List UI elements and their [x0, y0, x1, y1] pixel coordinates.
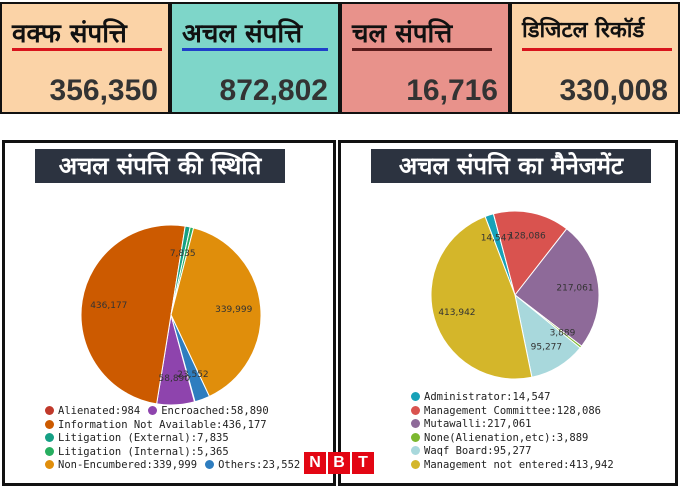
card-underline [522, 48, 672, 51]
legend-swatch [411, 392, 420, 401]
card-title: डिजिटल रिकॉर्ड [522, 18, 645, 43]
card-title: चल संपत्ति [352, 19, 453, 49]
legend-label: Others:23,552 [218, 459, 301, 471]
legend-row: Waqf Board:95,277 [411, 445, 614, 459]
legend-swatch [411, 405, 420, 415]
legend-label: None(Alienation,etc):3,889 [424, 431, 589, 444]
property-management-panel: अचल संपत्ति का मैनेजमेंट 14,547 128,086 21… [338, 140, 678, 486]
card-underline [12, 48, 162, 51]
legend-row: Litigation (Internal):5,365 [45, 446, 300, 460]
legend-label: Waqf Board:95,277 [424, 445, 532, 457]
legend-label: Management not entered:413,942 [424, 458, 614, 471]
pie-data-label: 436,177 [90, 301, 127, 311]
waqf-property-card: वक्फ संपत्ति 356,350 [0, 2, 170, 114]
legend-swatch [45, 446, 54, 456]
legend-swatch [205, 460, 215, 469]
legend-row: Information Not Available:436,177 [45, 419, 300, 433]
legend-row: None(Alienation,etc):3,889 [411, 432, 614, 446]
legend-swatch [411, 446, 420, 455]
pie-data-label: 217,061 [556, 283, 593, 293]
legend-label: Management Committee:128,086 [424, 404, 602, 417]
legend-row: Alienated:984 Encroached:58,890 [45, 405, 300, 419]
pie-slice-non-encumbered [170, 227, 262, 398]
legend-label: Mutawalli:217,061 [424, 418, 532, 430]
pie-data-label: 339,999 [215, 305, 252, 315]
legend-label: Encroached:58,890 [161, 405, 269, 417]
legend-row: Litigation (External):7,835 [45, 432, 300, 446]
logo-letter: T [352, 452, 374, 474]
card-underline [182, 48, 328, 51]
pie-slice-management-not-entered [430, 215, 533, 380]
card-underline [352, 48, 492, 51]
property-status-legend: Alienated:984 Encroached:58,890 Informatio… [45, 405, 300, 473]
pie-data-label: 7,835 [170, 249, 196, 259]
legend-swatch [411, 432, 420, 442]
legend-swatch [45, 460, 54, 469]
legend-label: Litigation (External):7,835 [58, 432, 229, 444]
nbt-logo: N B T [304, 452, 374, 474]
pie-data-label: 3,889 [550, 328, 576, 338]
property-management-legend: Administrator:14,547 Management Committee… [411, 391, 614, 472]
legend-swatch [411, 459, 420, 469]
legend-swatch [45, 419, 54, 429]
property-status-pie-chart: 58,890 436,177 7,835 339,999 23,552 [80, 224, 262, 406]
pie-slice-management-committee [492, 210, 568, 297]
pie-data-label: 128,086 [508, 232, 545, 242]
legend-row: Management Committee:128,086 [411, 405, 614, 419]
logo-letter: B [328, 452, 350, 474]
legend-label: Litigation (Internal):5,365 [58, 445, 229, 458]
pie-data-label: 58,890 [159, 374, 191, 384]
panel-banner: अचल संपत्ति का मैनेजमेंट [371, 149, 651, 183]
pie-slice-information-not-available [80, 224, 186, 405]
legend-swatch [148, 406, 158, 415]
pie-data-label: 413,942 [438, 308, 475, 318]
card-value: 16,716 [406, 74, 498, 107]
panel-banner: अचल संपत्ति की स्थिति [35, 149, 285, 183]
legend-label: Alienated:984 [58, 405, 141, 417]
movable-property-card: चल संपत्ति 16,716 [340, 2, 510, 114]
legend-row: Mutawalli:217,061 [411, 418, 614, 432]
summary-cards: वक्फ संपत्ति 356,350 अचल संपत्ति 872,802… [0, 0, 680, 120]
pie-slice-others [170, 314, 211, 403]
legend-row: Non-Encumbered:339,999 Others:23,552 [45, 459, 300, 473]
legend-row: Administrator:14,547 [411, 391, 614, 405]
logo-letter: N [304, 452, 326, 474]
legend-label: Non-Encumbered:339,999 [58, 459, 198, 471]
immovable-property-card: अचल संपत्ति 872,802 [170, 2, 340, 114]
card-value: 356,350 [49, 74, 158, 107]
legend-row: Management not entered:413,942 [411, 459, 614, 473]
card-title: अचल संपत्ति [182, 19, 303, 49]
legend-label: Administrator:14,547 [424, 391, 551, 403]
digital-record-card: डिजिटल रिकॉर्ड 330,008 [510, 2, 680, 114]
legend-label: Information Not Available:436,177 [58, 418, 267, 431]
legend-swatch [45, 433, 54, 442]
pie-data-label: 95,277 [531, 343, 563, 353]
card-title: वक्फ संपत्ति [12, 19, 127, 49]
pie-data-label: 14,547 [481, 233, 513, 243]
legend-swatch [411, 419, 420, 428]
pie-slice-mutawalli [514, 228, 600, 347]
card-value: 330,008 [559, 74, 668, 107]
card-value: 872,802 [219, 74, 328, 107]
pie-data-label: 23,552 [177, 370, 209, 380]
property-status-panel: अचल संपत्ति की स्थिति 58,890 436,177 7,835… [2, 140, 336, 486]
legend-swatch [45, 406, 54, 415]
